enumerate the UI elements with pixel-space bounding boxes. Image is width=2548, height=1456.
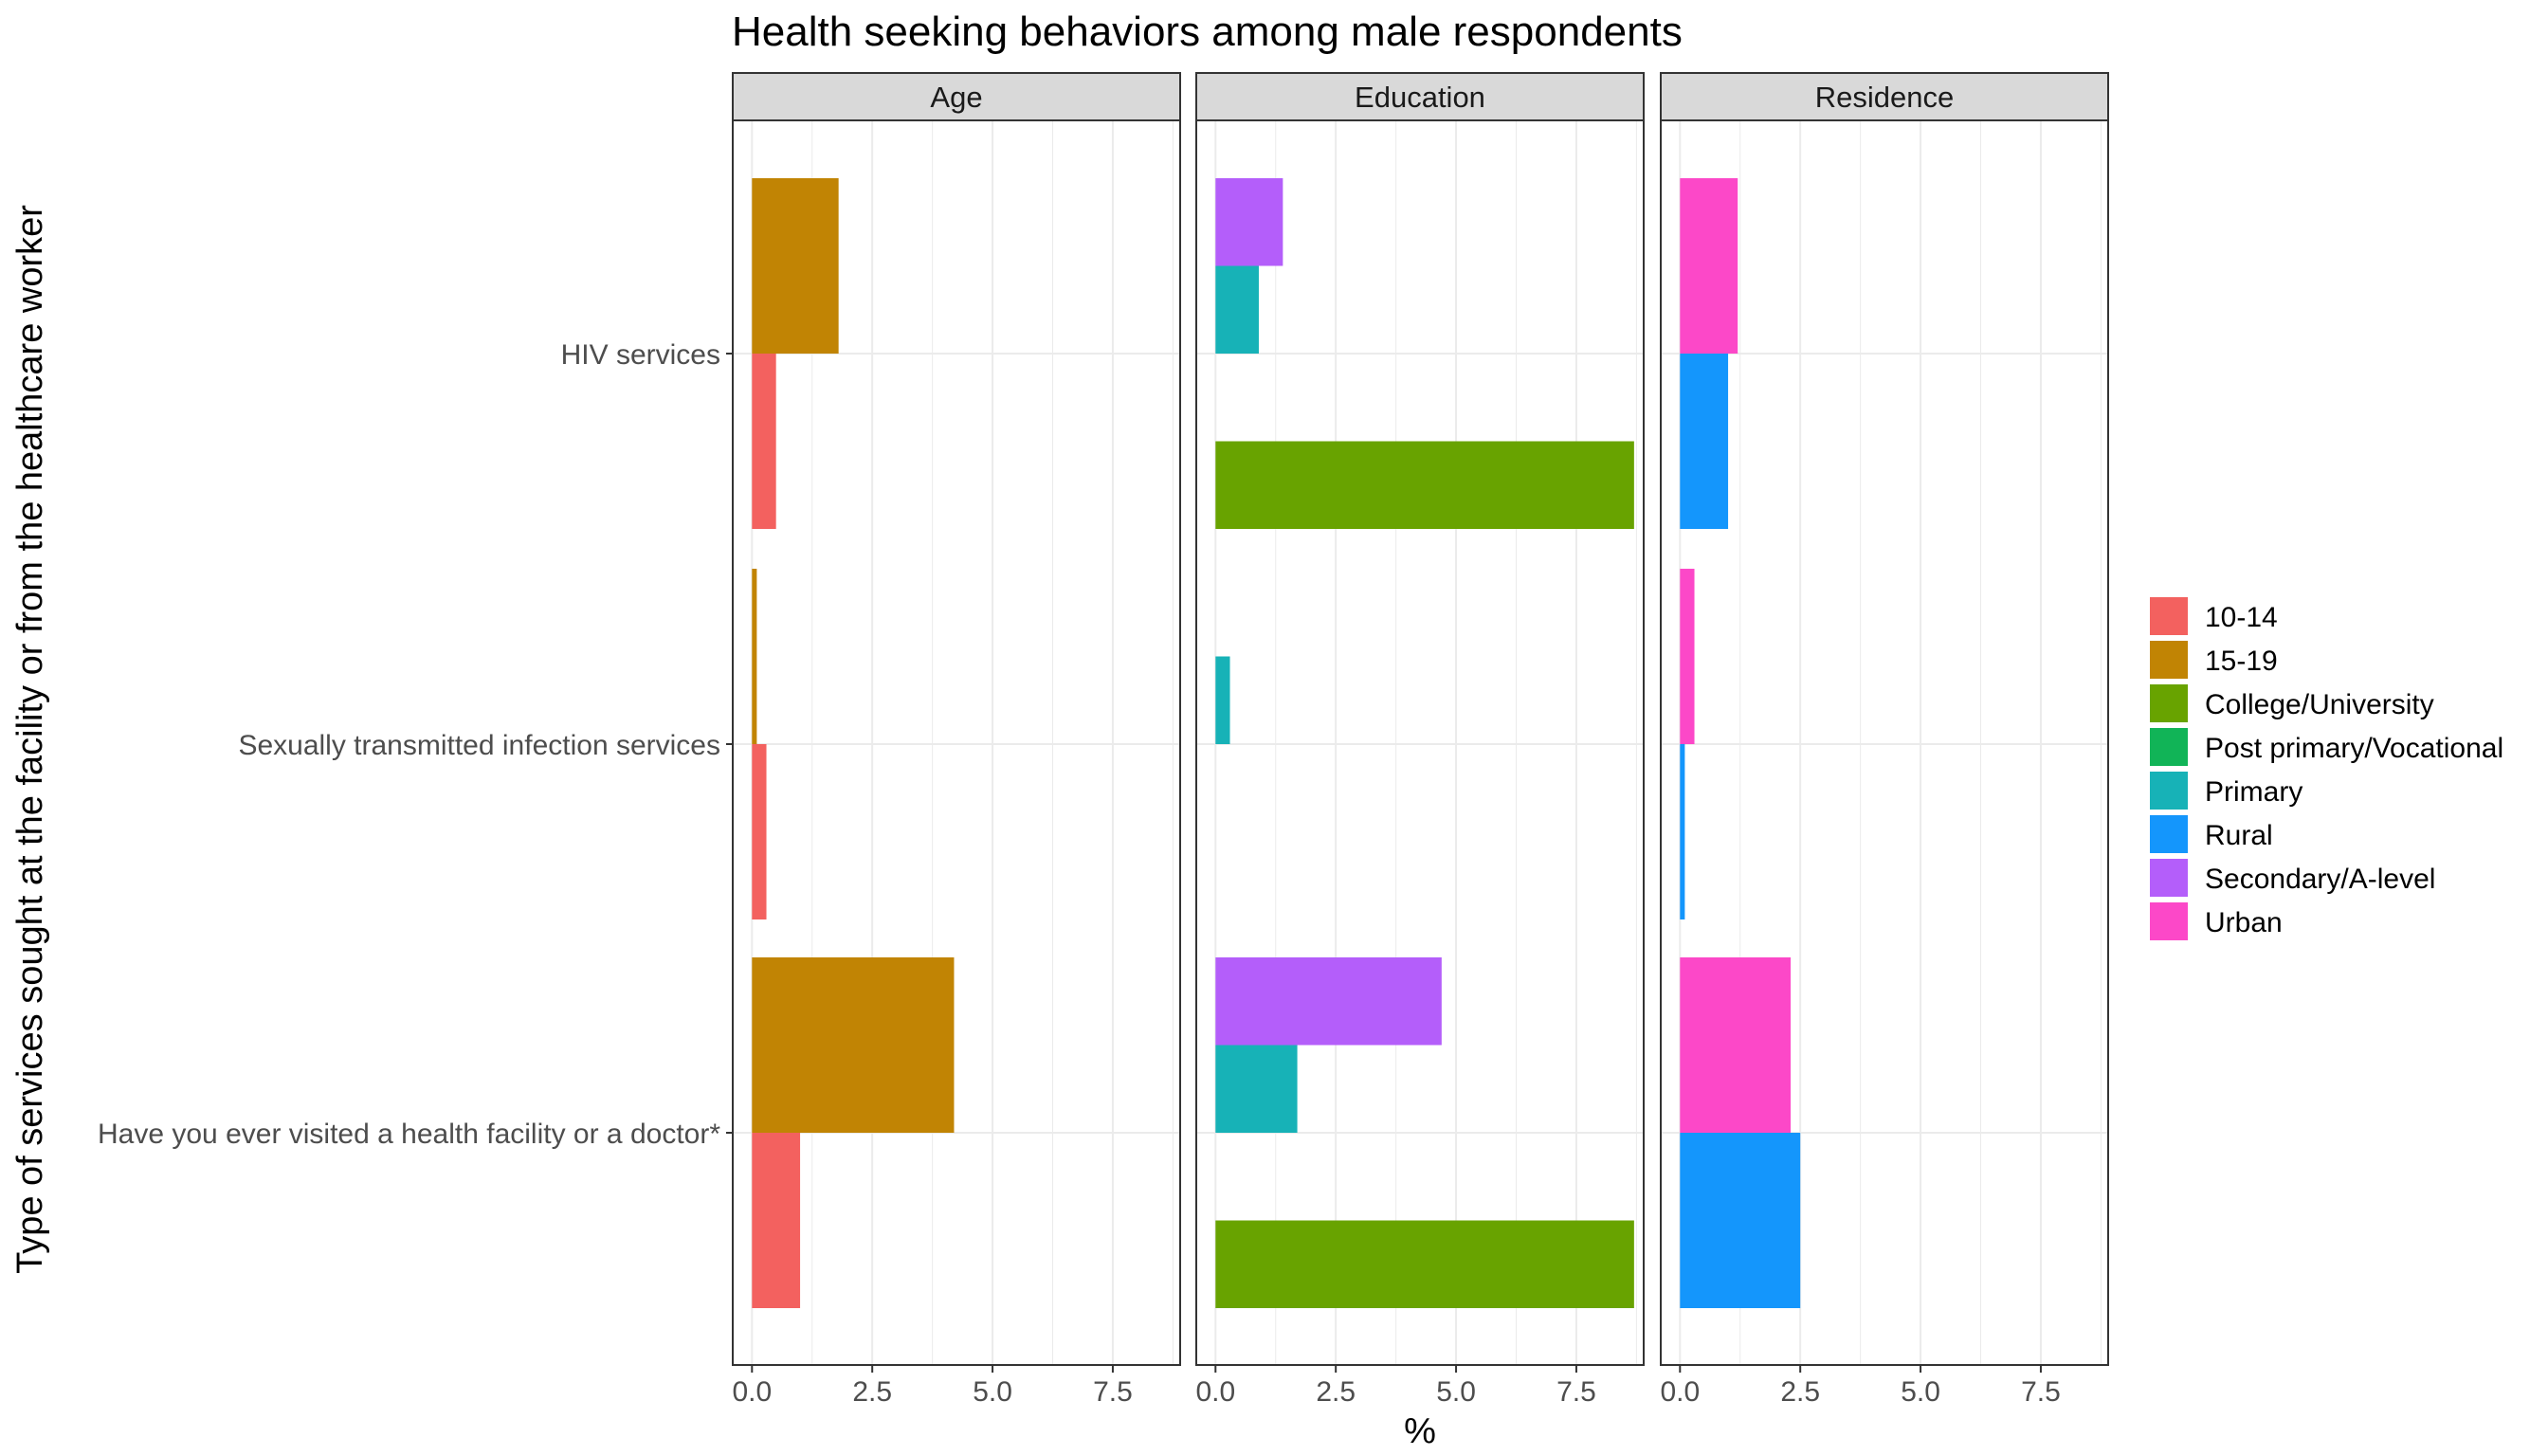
- bar: [752, 354, 776, 529]
- panel-border: [1195, 119, 1645, 1366]
- x-tick-label: 2.5: [1316, 1376, 1356, 1408]
- x-tick-label: 2.5: [1780, 1376, 1820, 1408]
- legend-key: [2150, 728, 2188, 766]
- legend-label: Post primary/Vocational: [2205, 733, 2503, 764]
- bar: [752, 569, 757, 744]
- legend-key: [2150, 684, 2188, 722]
- y-axis-title: Type of services sought at the facility …: [10, 205, 50, 1274]
- x-axis-title: %: [1404, 1411, 1436, 1451]
- legend-key: [2150, 772, 2188, 810]
- x-tick-label: 0.0: [1195, 1376, 1235, 1408]
- bar: [1215, 1045, 1298, 1133]
- x-tick-label: 5.0: [1436, 1376, 1476, 1408]
- legend-item: Primary: [2150, 772, 2302, 810]
- legend-label: 10-14: [2205, 602, 2278, 633]
- bar: [1215, 265, 1259, 354]
- x-tick-label: 2.5: [852, 1376, 892, 1408]
- x-tick-label: 0.0: [1660, 1376, 1700, 1408]
- bar: [1680, 178, 1738, 354]
- chart-title: Health seeking behaviors among male resp…: [732, 9, 1683, 55]
- legend-item: Post primary/Vocational: [2150, 728, 2503, 766]
- bar: [1680, 744, 1685, 919]
- legend-item: 10-14: [2150, 597, 2278, 635]
- x-tick-label: 7.5: [2021, 1376, 2061, 1408]
- legend-item: Urban: [2150, 902, 2283, 940]
- bar: [1680, 1133, 1801, 1308]
- panel-border: [732, 119, 1181, 1366]
- legend-item: Rural: [2150, 815, 2273, 853]
- legend-label: College/University: [2205, 689, 2434, 720]
- facet-strip-label: Education: [1355, 81, 1485, 114]
- bar: [752, 178, 839, 354]
- x-tick-label: 7.5: [1556, 1376, 1596, 1408]
- x-tick-label: 7.5: [1093, 1376, 1133, 1408]
- y-axis-ticks: HIV services Sexually transmitted infecti…: [98, 339, 733, 1150]
- panel-border: [1660, 119, 2109, 1366]
- y-tick-label: HIV services: [561, 339, 720, 371]
- bar: [1215, 957, 1442, 1046]
- legend-label: Rural: [2205, 820, 2273, 851]
- facet-panel-age: Age 0.0 2.5 5.0 7.5: [732, 72, 1181, 1408]
- legend-key: [2150, 902, 2188, 940]
- legend-key: [2150, 597, 2188, 635]
- facet-strip-label: Age: [930, 81, 982, 114]
- bar: [752, 957, 955, 1133]
- legend-key: [2150, 641, 2188, 679]
- x-tick-label: 5.0: [973, 1376, 1012, 1408]
- bar: [1215, 441, 1634, 529]
- legend-item: College/University: [2150, 684, 2434, 722]
- bar: [1680, 569, 1695, 744]
- facet-panel-residence: Residence 0.0 2.5 5.0 7.5: [1660, 72, 2109, 1408]
- legend-label: Primary: [2205, 776, 2302, 808]
- facet-strip: [732, 72, 1181, 121]
- y-tick-label: Sexually transmitted infection services: [238, 730, 720, 761]
- facet-panel-education: Education 0.0 2.5 5.0 7.5: [1195, 72, 1645, 1408]
- legend: 10-14 15-19 College/University Post primary…: [2150, 597, 2503, 940]
- facet-strip: [1195, 72, 1645, 121]
- legend-label: Secondary/A-level: [2205, 864, 2435, 895]
- legend-label: 15-19: [2205, 646, 2278, 677]
- facet-strip: [1660, 72, 2109, 121]
- x-tick-label: 5.0: [1901, 1376, 1940, 1408]
- bar: [1680, 957, 1792, 1133]
- legend-item: Secondary/A-level: [2150, 859, 2435, 897]
- y-tick-label: Have you ever visited a health facility …: [98, 1119, 720, 1150]
- legend-label: Urban: [2205, 907, 2283, 938]
- legend-key: [2150, 859, 2188, 897]
- bar: [1215, 656, 1230, 744]
- bar: [1215, 1220, 1634, 1308]
- legend-item: 15-19: [2150, 641, 2278, 679]
- bar: [1215, 178, 1283, 266]
- bar: [752, 1133, 801, 1308]
- legend-key: [2150, 815, 2188, 853]
- bar: [1680, 354, 1729, 529]
- bar: [752, 744, 767, 919]
- facet-strip-label: Residence: [1815, 81, 1954, 114]
- x-tick-label: 0.0: [732, 1376, 772, 1408]
